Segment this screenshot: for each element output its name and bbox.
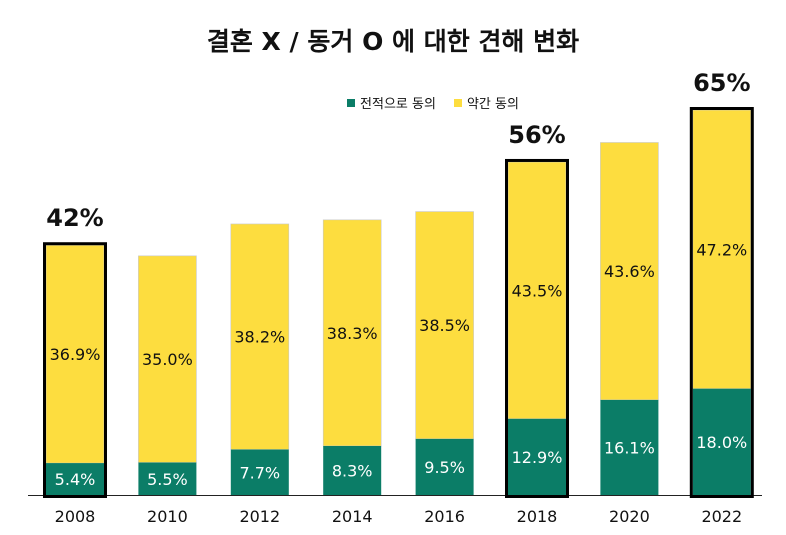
x-tick-label-2010: 2010 [147,507,188,526]
data-label-fully-agree-2020: 16.1% [604,438,655,457]
bar-fully-agree-2014 [323,445,382,495]
legend-swatch-fully-agree [347,98,356,107]
bar-somewhat-agree-2022 [692,109,752,390]
data-label-somewhat-agree-2014: 38.3% [327,324,378,343]
data-label-fully-agree-2014: 8.3% [332,461,373,480]
total-label-2018: 56% [508,121,565,149]
bar-fully-agree-2008 [46,463,104,495]
x-tick-label-2016: 2016 [424,507,465,526]
bar-fully-agree-2022 [692,388,751,495]
total-label-2008: 42% [46,204,103,232]
data-label-fully-agree-2008: 5.4% [55,470,96,489]
bar-somewhat-agree-2016 [415,211,474,440]
x-tick-label-2008: 2008 [55,507,96,526]
data-label-fully-agree-2012: 7.7% [239,463,280,482]
bar-somewhat-agree-2010 [138,255,197,463]
data-label-somewhat-agree-2010: 35.0% [142,350,193,369]
bar-fully-agree-2018 [508,418,566,495]
total-label-2022: 65% [693,69,750,97]
bar-fully-agree-2020 [600,399,659,495]
x-tick-label-2014: 2014 [332,507,373,526]
x-tick-label-2012: 2012 [239,507,280,526]
highlight-frame-2018 [505,158,569,498]
legend: 전적으로 동의 약간 동의 [0,93,786,112]
bar-somewhat-agree-2014 [322,219,382,447]
data-label-somewhat-agree-2022: 47.2% [696,240,747,259]
bar-somewhat-agree-2020 [600,142,659,401]
data-label-somewhat-agree-2012: 38.2% [234,328,285,347]
data-label-somewhat-agree-2020: 43.6% [604,262,655,281]
x-tick-label-2020: 2020 [609,507,650,526]
data-label-fully-agree-2022: 18.0% [696,433,747,452]
highlight-frame-2008 [43,242,107,498]
x-tick-label-2018: 2018 [517,507,558,526]
bar-somewhat-agree-2012 [230,223,290,450]
legend-swatch-somewhat-agree [453,98,462,107]
bar-fully-agree-2010 [138,462,197,495]
bar-fully-agree-2012 [230,449,289,495]
highlight-frame-2022 [689,107,754,498]
legend-item-somewhat-agree: 약간 동의 [453,93,519,112]
x-tick-label-2022: 2022 [701,507,742,526]
data-label-somewhat-agree-2008: 36.9% [50,345,101,364]
chart-title: 결혼 X / 동거 O 에 대한 견해 변화 [206,27,580,56]
legend-label-somewhat-agree: 약간 동의 [466,97,519,112]
bar-somewhat-agree-2018 [507,161,567,420]
data-label-fully-agree-2016: 9.5% [424,458,465,477]
bar-fully-agree-2016 [415,438,474,495]
legend-item-fully-agree: 전적으로 동의 [267,93,436,112]
data-label-somewhat-agree-2016: 38.5% [419,316,470,335]
data-label-fully-agree-2010: 5.5% [147,470,188,489]
legend-label-fully-agree: 전적으로 동의 [360,97,436,112]
data-label-somewhat-agree-2018: 43.5% [512,281,563,300]
data-label-fully-agree-2018: 12.9% [512,448,563,467]
